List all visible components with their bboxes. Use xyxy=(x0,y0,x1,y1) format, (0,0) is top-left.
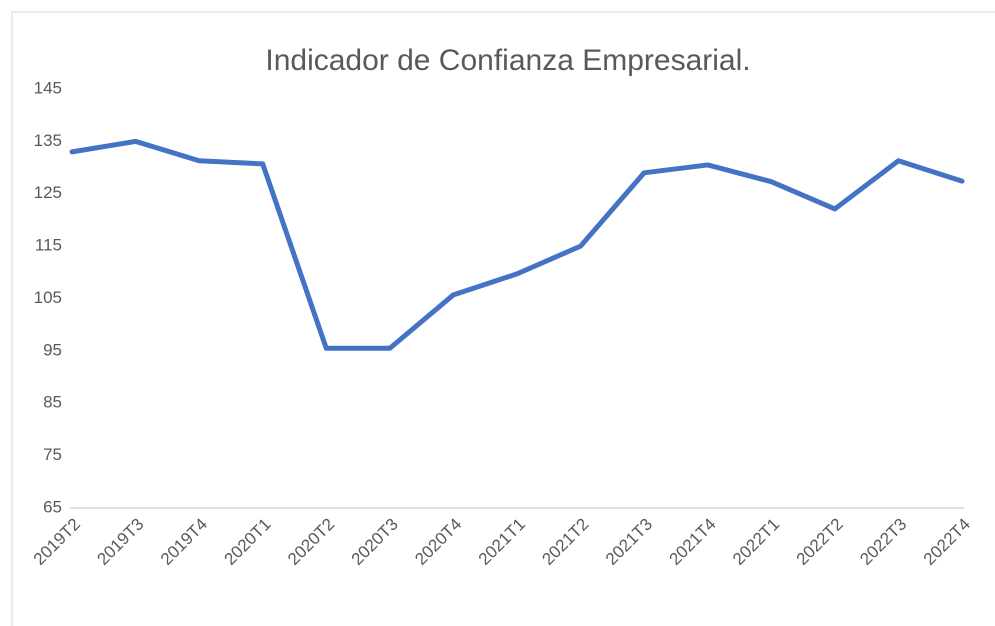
y-tick-label: 85 xyxy=(43,393,62,412)
chart-frame xyxy=(11,11,995,626)
y-tick-label: 105 xyxy=(34,288,62,307)
y-tick-label: 95 xyxy=(43,340,62,359)
y-tick-label: 125 xyxy=(34,183,62,202)
y-tick-label: 65 xyxy=(43,497,62,516)
y-tick-label: 135 xyxy=(34,131,62,150)
y-tick-label: 115 xyxy=(35,236,62,255)
chart-title: Indicador de Confianza Empresarial. xyxy=(265,44,750,77)
y-tick-label: 75 xyxy=(43,445,62,464)
line-series xyxy=(69,138,965,351)
y-tick-label: 145 xyxy=(34,78,62,97)
